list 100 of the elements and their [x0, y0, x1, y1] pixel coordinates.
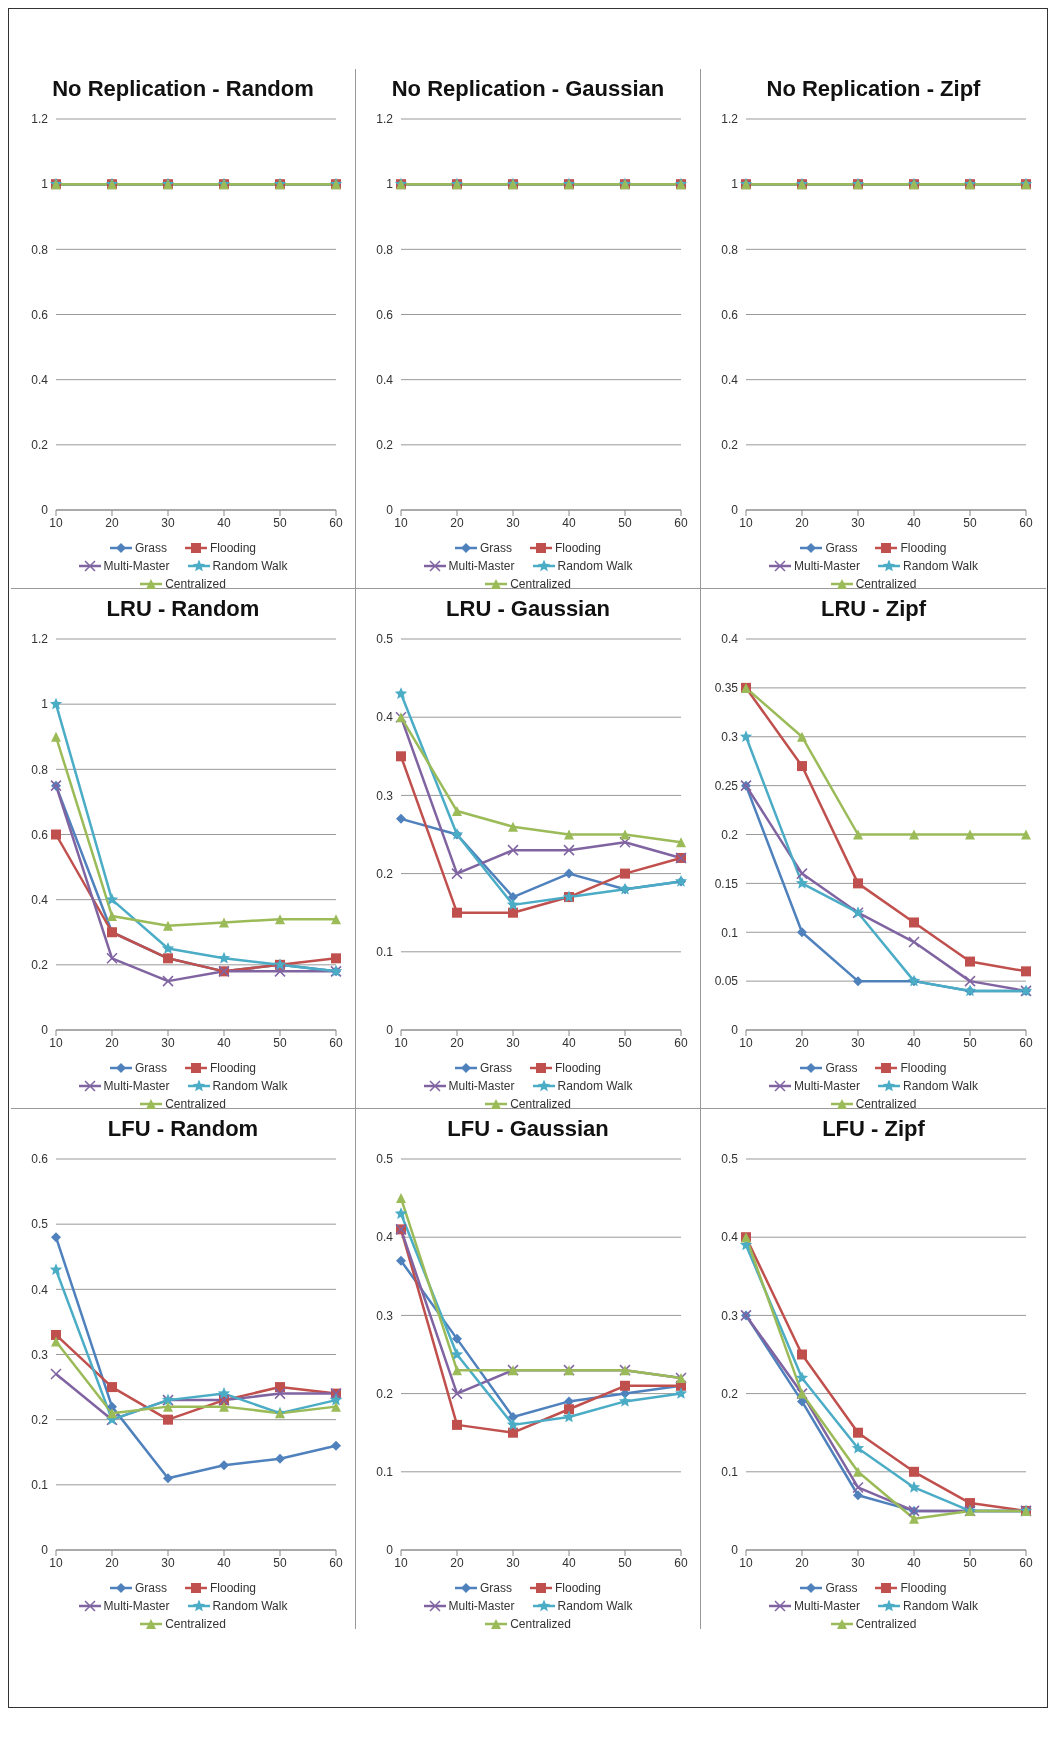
legend-label: Centralized — [855, 577, 917, 591]
x-tick-label: 20 — [795, 1035, 809, 1050]
y-tick-label: 0 — [41, 1023, 49, 1038]
y-tick-label: 0 — [386, 503, 394, 518]
y-tick-label: 0.2 — [721, 438, 739, 453]
legend-label: Multi-Master — [448, 559, 515, 573]
x-tick-label: 60 — [1019, 1555, 1033, 1570]
y-tick-label: 0 — [41, 503, 49, 518]
legend-label: Centralized — [165, 1617, 226, 1631]
x-tick-label: 40 — [907, 1555, 921, 1570]
x-tick-label: 40 — [907, 515, 921, 530]
x-tick-label: 10 — [394, 1035, 408, 1050]
y-tick-label: 0.4 — [376, 1230, 394, 1245]
x-tick-label: 40 — [562, 1555, 576, 1570]
x-tick-label: 10 — [394, 1555, 408, 1570]
x-tick-label: 10 — [739, 1035, 753, 1050]
y-tick-label: 0.3 — [721, 730, 739, 745]
x-tick-label: 60 — [1019, 515, 1033, 530]
x-tick-label: 60 — [674, 515, 688, 530]
x-tick-label: 10 — [49, 515, 63, 530]
x-tick-label: 60 — [1019, 1035, 1033, 1050]
chart-title: No Replication - Zipf — [765, 75, 982, 103]
x-tick-label: 20 — [105, 515, 119, 530]
legend-label: Random Walk — [557, 1599, 633, 1613]
y-tick-label: 0.5 — [31, 1217, 49, 1232]
legend-label: Multi-Master — [794, 1599, 861, 1613]
x-tick-label: 50 — [618, 515, 632, 530]
x-tick-label: 20 — [450, 1035, 464, 1050]
legend-label: Grass — [479, 1581, 512, 1595]
y-tick-label: 0.1 — [376, 1465, 394, 1480]
legend-label: Grass — [134, 541, 167, 555]
x-tick-label: 20 — [105, 1555, 119, 1570]
y-tick-label: 0.5 — [376, 632, 394, 647]
x-tick-label: 60 — [674, 1555, 688, 1570]
chart-title: LFU - Zipf — [822, 1116, 925, 1141]
legend-label: Random Walk — [212, 1079, 288, 1093]
y-tick-label: 0.2 — [376, 1386, 394, 1401]
y-tick-label: 0 — [731, 1023, 739, 1038]
x-tick-label: 50 — [618, 1555, 632, 1570]
legend-label: Random Walk — [557, 559, 633, 573]
x-tick-label: 60 — [329, 515, 343, 530]
y-tick-label: 0.2 — [721, 827, 739, 842]
x-tick-label: 60 — [329, 1555, 343, 1570]
legend-label: Random Walk — [212, 559, 288, 573]
legend-label: Multi-Master — [103, 559, 170, 573]
y-tick-label: 0.4 — [376, 710, 394, 725]
x-tick-label: 20 — [795, 515, 809, 530]
y-tick-label: 0.8 — [376, 242, 394, 257]
x-tick-label: 40 — [217, 1035, 231, 1050]
legend-label: Random Walk — [903, 559, 978, 573]
x-tick-label: 30 — [506, 515, 520, 530]
x-tick-label: 40 — [217, 515, 231, 530]
legend-label: Centralized — [165, 577, 226, 591]
x-tick-label: 30 — [851, 1035, 865, 1050]
y-tick-label: 1 — [731, 177, 739, 192]
y-tick-label: 0 — [731, 1543, 739, 1558]
x-tick-label: 10 — [49, 1555, 63, 1570]
y-tick-label: 0.1 — [376, 945, 394, 960]
y-tick-label: 0.6 — [31, 307, 49, 322]
y-tick-label: 1 — [41, 697, 49, 712]
x-tick-label: 60 — [329, 1035, 343, 1050]
y-tick-label: 0.4 — [376, 372, 394, 387]
y-tick-label: 1 — [41, 177, 49, 192]
x-tick-label: 50 — [273, 515, 287, 530]
legend-label: Multi-Master — [794, 1079, 861, 1093]
legend-label: Grass — [825, 1581, 858, 1595]
legend-label: Grass — [479, 541, 512, 555]
y-tick-label: 0.2 — [31, 438, 49, 453]
y-tick-label: 0.5 — [376, 1152, 394, 1167]
y-tick-label: 0 — [386, 1543, 394, 1558]
chart-title: No Replication - Random — [51, 75, 315, 103]
y-tick-label: 0.6 — [31, 827, 49, 842]
legend-label: Grass — [479, 1061, 512, 1075]
y-tick-label: 0.05 — [714, 974, 739, 989]
x-tick-label: 30 — [851, 1555, 865, 1570]
y-tick-label: 0.8 — [31, 242, 49, 257]
y-tick-label: 0.6 — [721, 307, 739, 322]
x-tick-label: 20 — [450, 1555, 464, 1570]
x-tick-label: 40 — [562, 515, 576, 530]
y-tick-label: 1.2 — [31, 632, 49, 647]
y-tick-label: 0.2 — [721, 1386, 739, 1401]
x-tick-label: 40 — [217, 1555, 231, 1570]
y-tick-label: 0 — [41, 1543, 49, 1558]
x-tick-label: 10 — [49, 1035, 63, 1050]
y-tick-label: 0.4 — [721, 632, 739, 647]
legend-label: Flooding — [209, 1061, 257, 1075]
legend-label: Centralized — [510, 1617, 571, 1631]
y-tick-label: 0.35 — [714, 681, 739, 696]
x-tick-label: 50 — [963, 515, 977, 530]
legend-label: Flooding — [554, 1581, 602, 1595]
y-tick-label: 1.2 — [376, 112, 394, 127]
y-tick-label: 0.3 — [376, 1308, 394, 1323]
legend-label: Random Walk — [903, 1079, 978, 1093]
x-tick-label: 50 — [963, 1555, 977, 1570]
legend-label: Centralized — [510, 1097, 571, 1111]
x-tick-label: 30 — [161, 1555, 175, 1570]
y-tick-label: 0.1 — [721, 1465, 739, 1480]
legend-label: Grass — [825, 1061, 858, 1075]
x-tick-label: 30 — [506, 1555, 520, 1570]
y-tick-label: 0.8 — [721, 242, 739, 257]
